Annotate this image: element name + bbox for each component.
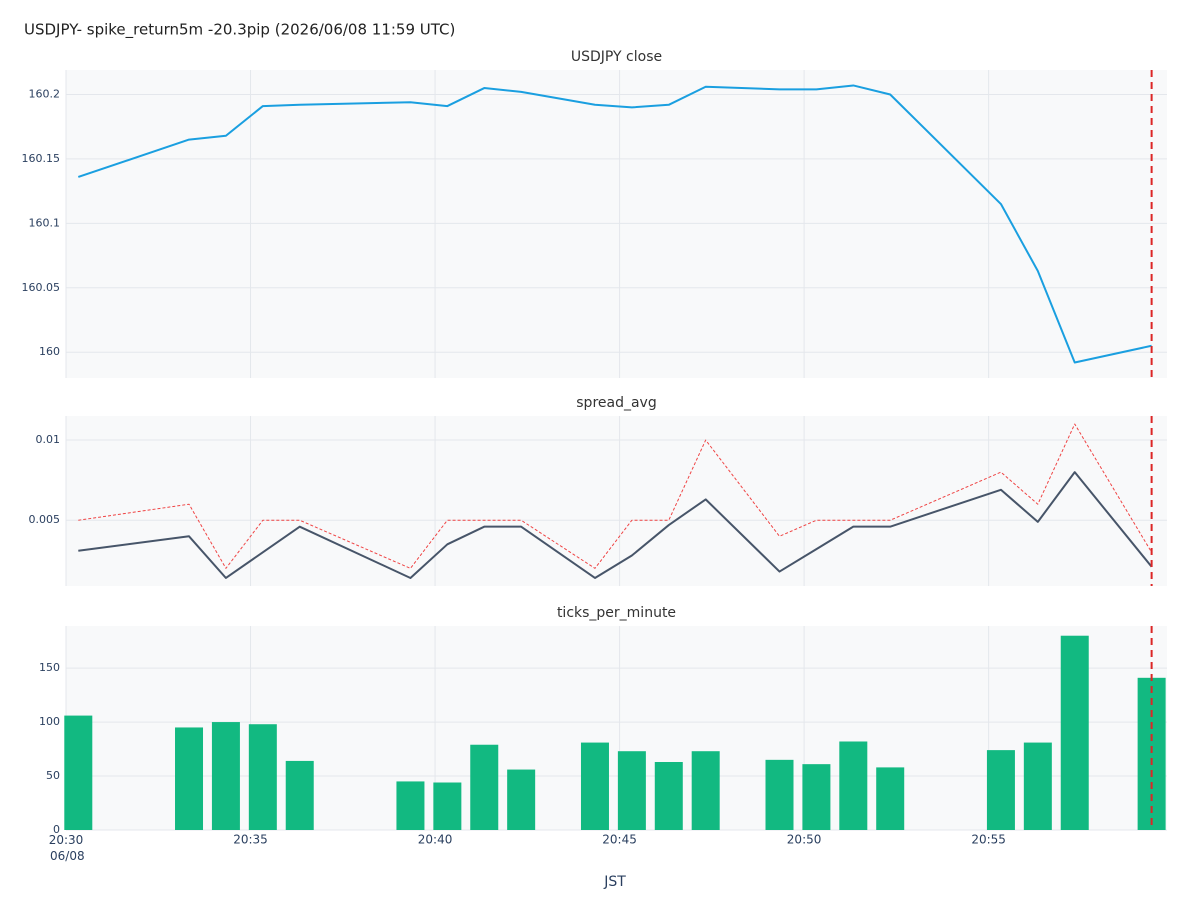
x-tick-label: 20:30 06/08 [49, 833, 85, 863]
bar [765, 759, 794, 830]
subplot-title: spread_avg [576, 395, 656, 411]
x-axis-label: JST [603, 874, 626, 890]
bar [617, 751, 646, 830]
y-tick-label: 0.005 [29, 513, 61, 526]
bar [802, 764, 831, 830]
y-tick-label: 160.2 [29, 87, 61, 100]
bar [1023, 742, 1052, 830]
series-line [78, 423, 1153, 569]
x-tick-label: 20:50 [787, 833, 822, 847]
x-tick-label: 20:55 [971, 833, 1006, 847]
y-tick-label: 160.05 [22, 281, 61, 294]
y-tick-label: 150 [39, 661, 60, 674]
chart-title: USDJPY- spike_return5m -20.3pip (2026/06… [24, 21, 455, 40]
bar [986, 750, 1015, 830]
bar [64, 715, 93, 830]
y-tick-label: 50 [46, 769, 60, 782]
bar [691, 751, 720, 830]
x-tick-label: 20:40 [418, 833, 453, 847]
bar [285, 760, 314, 830]
plot-background [66, 416, 1167, 586]
bar [248, 724, 277, 830]
y-tick-label: 160 [39, 345, 60, 358]
bar [654, 762, 683, 830]
bar [1060, 635, 1089, 830]
series-line [78, 471, 1153, 579]
bar [211, 722, 240, 830]
series-line [77, 84, 1152, 364]
y-tick-label: 160.1 [29, 216, 61, 229]
bar [580, 742, 609, 830]
plot-background [66, 70, 1167, 378]
subplot-title: USDJPY close [571, 49, 662, 65]
bar [433, 782, 462, 830]
bar [396, 781, 425, 830]
bar [876, 767, 905, 830]
y-tick-label: 0.01 [36, 433, 61, 446]
y-tick-label: 0 [53, 823, 60, 836]
y-tick-label: 160.15 [22, 152, 61, 165]
bar [507, 769, 536, 830]
x-tick-label: 20:45 [602, 833, 637, 847]
y-tick-label: 100 [39, 715, 60, 728]
bar [839, 741, 868, 830]
x-tick-label: 20:35 [233, 833, 268, 847]
bar [175, 727, 204, 830]
bar [470, 744, 499, 830]
subplot-title: ticks_per_minute [557, 605, 676, 621]
